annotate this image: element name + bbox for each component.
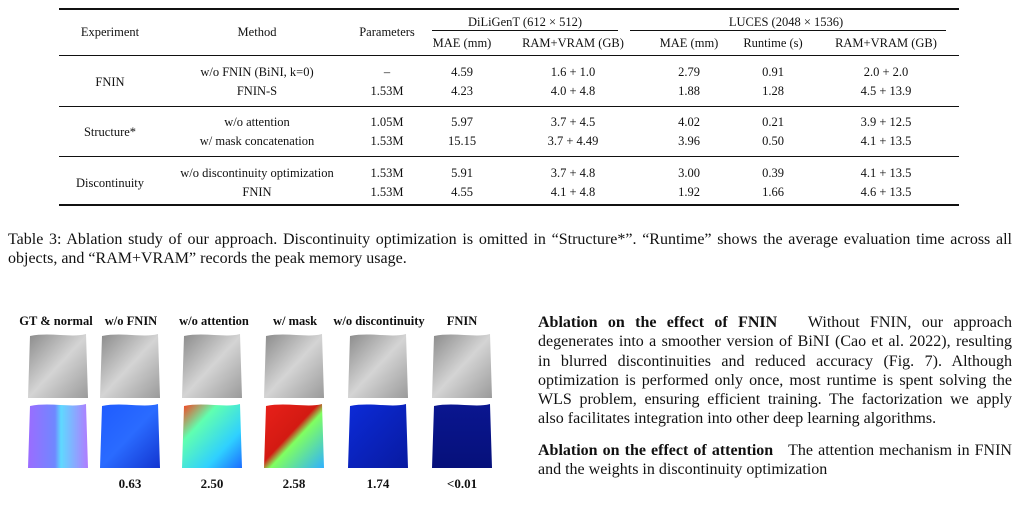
w-mask-render — [264, 334, 324, 468]
column-label: GT & normal — [19, 314, 93, 328]
cell-luces-mem: 4.1 + 13.5 — [860, 134, 912, 148]
cell-params: 1.53M — [370, 166, 404, 180]
table-group-rule — [59, 156, 959, 157]
cell-luces-mem: 4.5 + 13.9 — [860, 84, 912, 98]
header-experiment: Experiment — [80, 25, 140, 39]
column-label: w/o FNIN — [104, 314, 158, 328]
group-name: FNIN — [95, 75, 125, 89]
cell-luces-mem: 2.0 + 2.0 — [863, 65, 909, 79]
cell-diligent-mae: 5.97 — [451, 115, 473, 129]
table-header-rule — [59, 55, 959, 56]
paragraph-text: Without FNIN, our approach degenerates i… — [538, 314, 1012, 428]
body-text: Ablation on the effect of FNIN Without F… — [538, 313, 1012, 491]
header-luces: LUCES (2048 × 1536) — [728, 15, 844, 29]
paragraph: Ablation on the effect of FNIN Without F… — [538, 313, 1012, 429]
ablation-figure: GT & normal w/o FNIN 0.63 w/o attention … — [8, 310, 518, 509]
column-label: FNIN — [446, 314, 478, 328]
wo-discontinuity-render — [348, 334, 408, 468]
table-bottom-rule — [59, 204, 959, 206]
cell-method: w/ mask concatenation — [199, 134, 315, 148]
header-diligent: DiLiGenT (612 × 512) — [467, 15, 583, 29]
cell-diligent-mae: 5.91 — [451, 166, 473, 180]
column-label: w/ mask — [272, 314, 318, 328]
cell-method: w/o FNIN (BiNI, k=0) — [200, 65, 314, 79]
cell-luces-mae: 3.96 — [678, 134, 700, 148]
cell-diligent-mem: 3.7 + 4.49 — [547, 134, 599, 148]
error-value: 1.74 — [366, 476, 390, 491]
paragraph-heading: Ablation on the effect of FNIN — [538, 314, 778, 331]
header-diligent-mae: MAE (mm) — [432, 36, 492, 50]
column-label: w/o attention — [179, 314, 249, 328]
cell-luces-mae: 2.79 — [678, 65, 700, 79]
cell-method: w/o discontinuity optimization — [180, 166, 334, 180]
diligent-cmidrule — [432, 30, 618, 31]
cell-params: 1.53M — [370, 134, 404, 148]
header-luces-runtime: Runtime (s) — [743, 36, 803, 50]
cell-luces-runtime: 0.39 — [762, 166, 784, 180]
cell-luces-mae: 1.88 — [678, 84, 700, 98]
cell-luces-mem: 3.9 + 12.5 — [860, 115, 912, 129]
luces-cmidrule — [630, 30, 946, 31]
cell-luces-mae: 1.92 — [678, 185, 700, 199]
cell-diligent-mem: 3.7 + 4.8 — [550, 166, 596, 180]
header-luces-mae: MAE (mm) — [659, 36, 719, 50]
wo-attention-render — [182, 334, 242, 468]
cell-luces-runtime: 0.21 — [762, 115, 784, 129]
header-method: Method — [237, 25, 277, 39]
gt-shaded-render — [28, 334, 88, 468]
cell-diligent-mae: 4.23 — [451, 84, 473, 98]
group-name: Discontinuity — [75, 176, 145, 190]
cell-params: 1.53M — [370, 185, 404, 199]
ablation-table: Experiment Method Parameters DiLiGenT (6… — [59, 8, 959, 206]
paragraph-heading: Ablation on the effect of attention — [538, 441, 774, 459]
cell-luces-mae: 4.02 — [678, 115, 700, 129]
cell-luces-mem: 4.6 + 13.5 — [860, 185, 912, 199]
group-name: Structure* — [83, 125, 137, 139]
paragraph-text: The attention mechanism in FNIN and the … — [538, 441, 1012, 479]
header-parameters: Parameters — [359, 25, 415, 39]
header-diligent-mem: RAM+VRAM (GB) — [522, 36, 624, 50]
cell-diligent-mem: 4.0 + 4.8 — [550, 84, 596, 98]
cell-diligent-mae: 4.59 — [451, 65, 473, 79]
cell-diligent-mem: 1.6 + 1.0 — [550, 65, 596, 79]
error-value: 2.58 — [282, 476, 306, 491]
error-value: 2.50 — [200, 476, 224, 491]
table-caption: Table 3: Ablation study of our approach.… — [8, 231, 1012, 267]
fnin-render — [432, 334, 492, 468]
error-value: 0.63 — [118, 476, 142, 491]
cell-diligent-mae: 15.15 — [447, 134, 477, 148]
cell-params: 1.05M — [370, 115, 404, 129]
cell-diligent-mem: 4.1 + 4.8 — [550, 185, 596, 199]
header-luces-mem: RAM+VRAM (GB) — [835, 36, 937, 50]
cell-luces-mem: 4.1 + 13.5 — [860, 166, 912, 180]
cell-diligent-mae: 4.55 — [451, 185, 473, 199]
error-value: <0.01 — [446, 476, 478, 491]
cell-params: – — [383, 65, 391, 79]
table-top-rule — [59, 8, 959, 10]
cell-luces-runtime: 1.28 — [762, 84, 784, 98]
cell-method: FNIN — [242, 185, 272, 199]
wo-fnin-render — [100, 334, 160, 468]
cell-luces-runtime: 0.50 — [762, 134, 784, 148]
cell-method: w/o attention — [224, 115, 290, 129]
cell-params: 1.53M — [370, 84, 404, 98]
paragraph: Ablation on the effect of attention The … — [538, 441, 1012, 480]
cell-luces-mae: 3.00 — [678, 166, 700, 180]
cell-diligent-mem: 3.7 + 4.5 — [550, 115, 596, 129]
column-label: w/o discontinuity — [333, 314, 425, 328]
table-group-rule — [59, 106, 959, 107]
cell-luces-runtime: 1.66 — [762, 185, 784, 199]
cell-luces-runtime: 0.91 — [762, 65, 784, 79]
cell-method: FNIN-S — [236, 84, 278, 98]
